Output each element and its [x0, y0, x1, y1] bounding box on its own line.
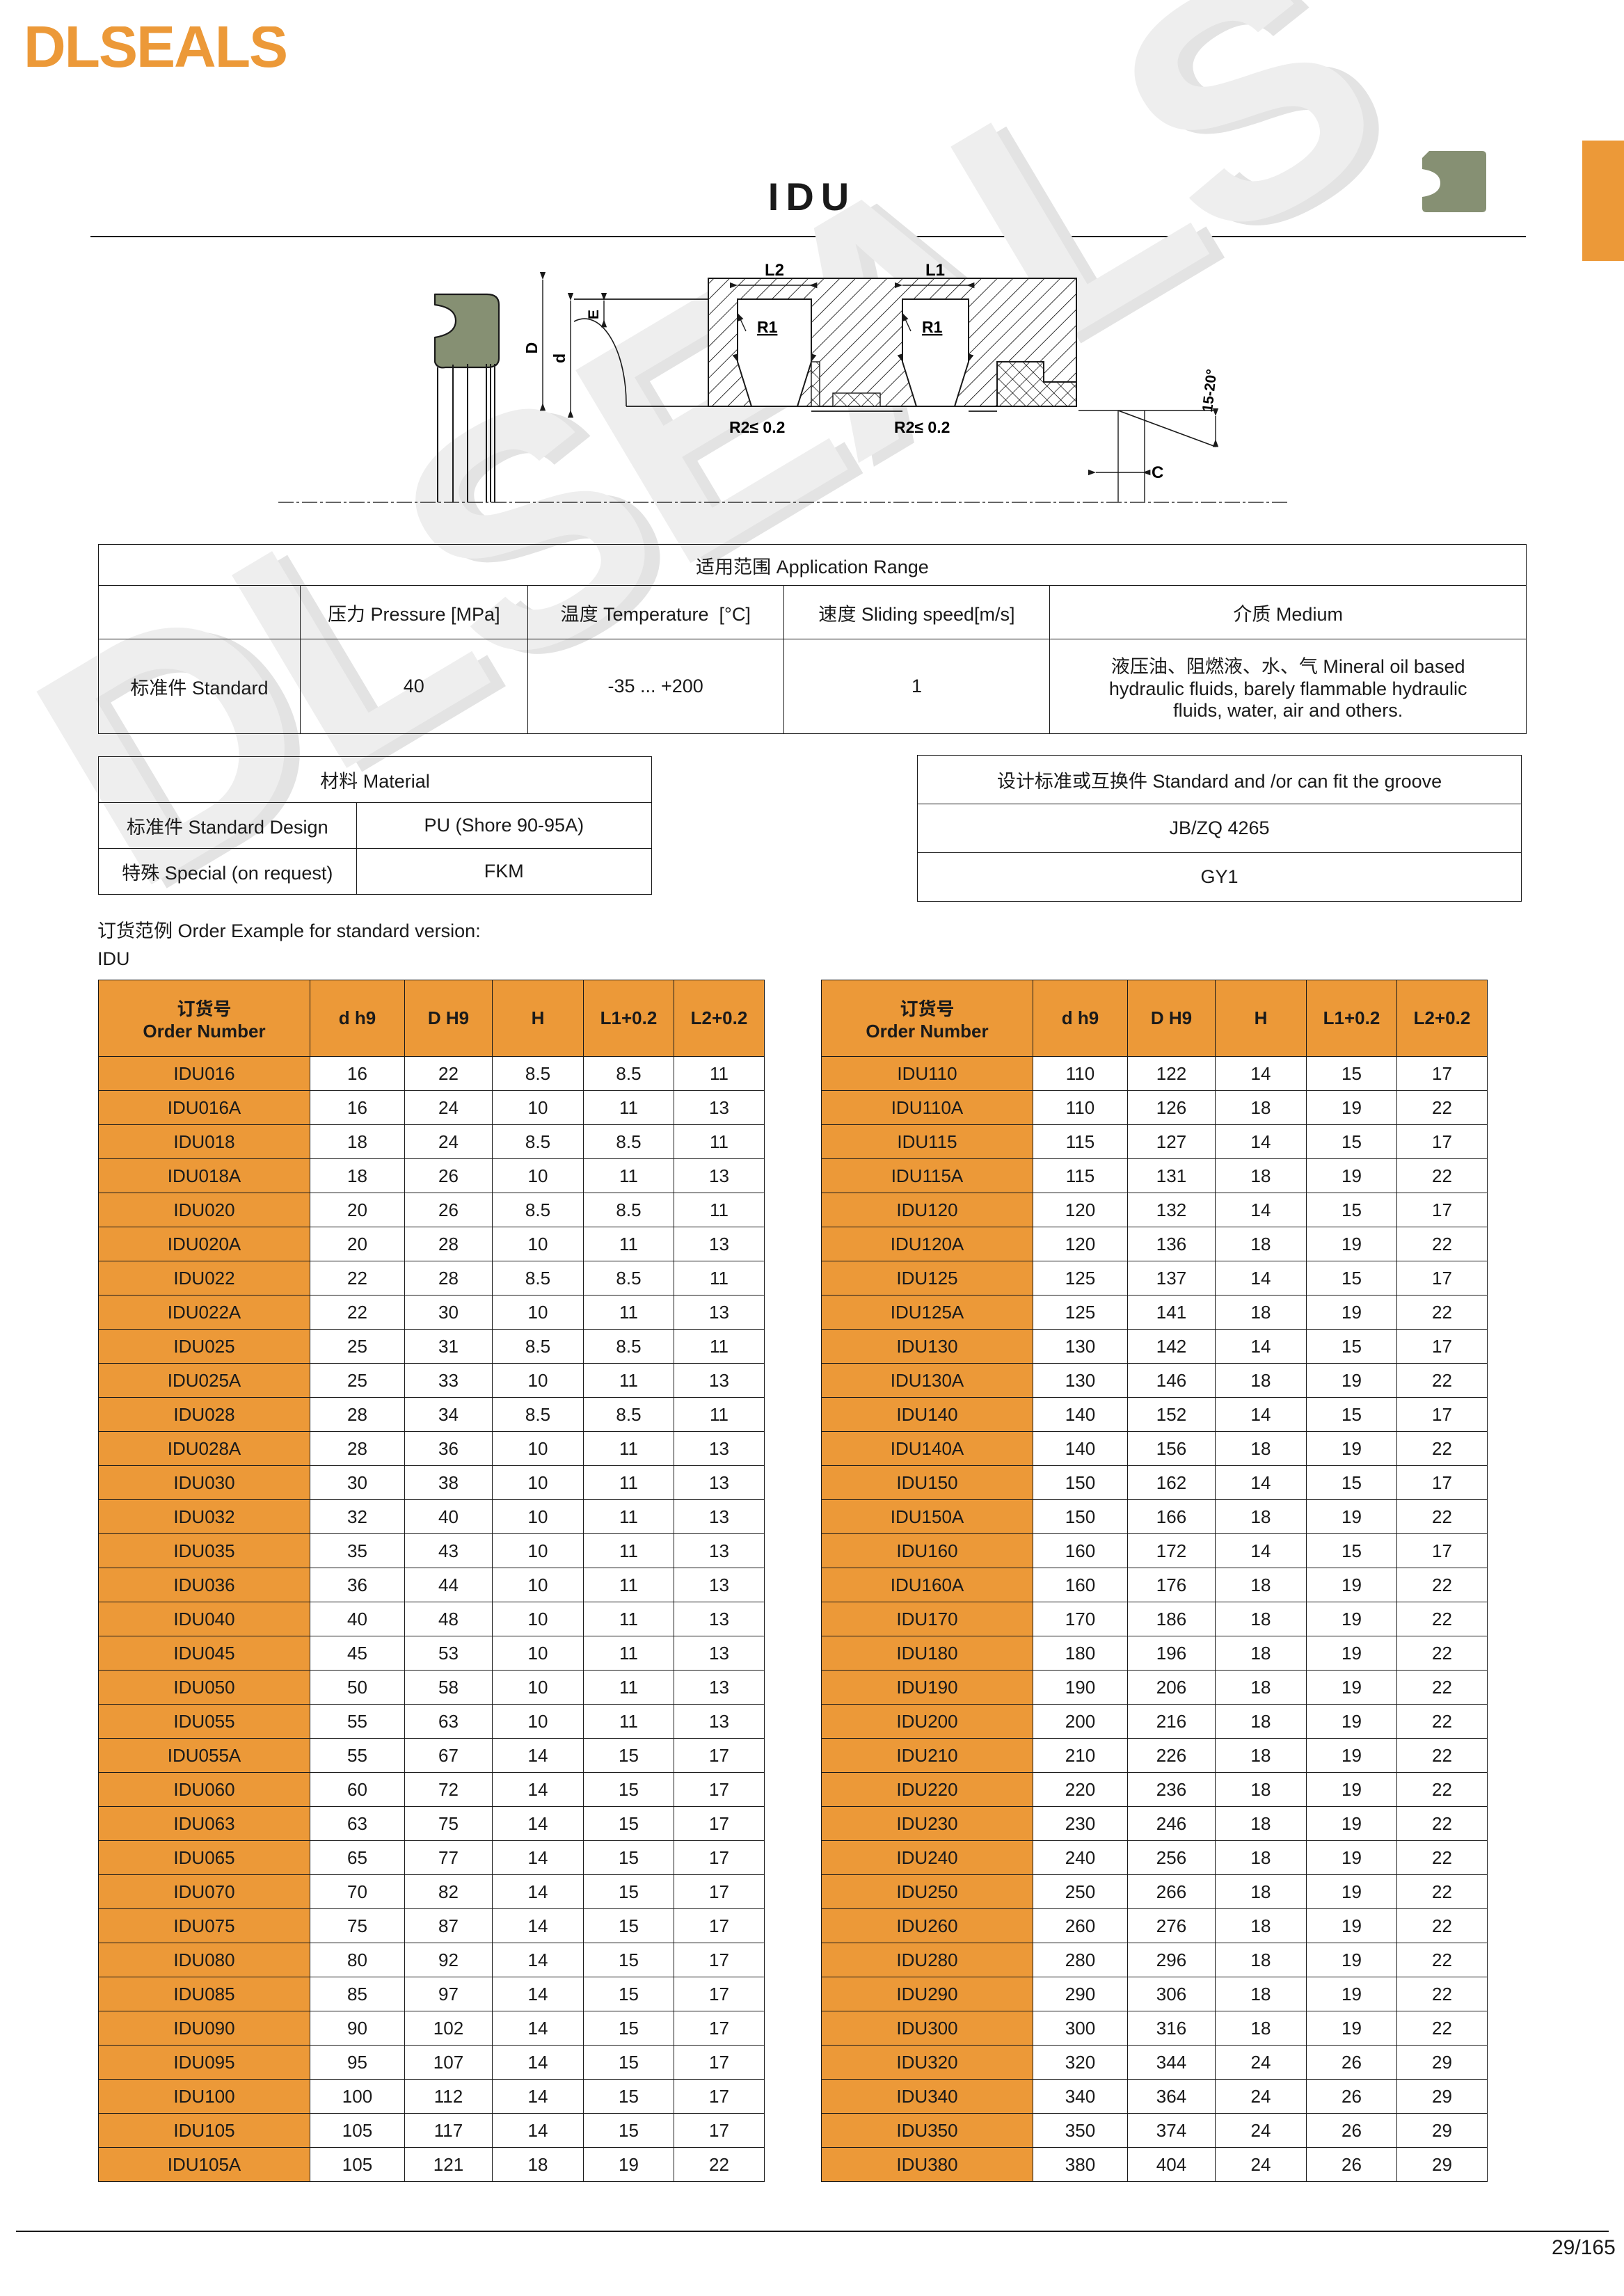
- svg-text:R1: R1: [922, 318, 943, 336]
- svg-text:C: C: [1152, 463, 1163, 482]
- svg-text:15-20°: 15-20°: [1200, 368, 1220, 413]
- svg-text:d: d: [550, 353, 568, 363]
- svg-text:E: E: [586, 310, 602, 319]
- svg-text:R2≤ 0.2: R2≤ 0.2: [729, 418, 785, 436]
- svg-text:R2≤ 0.2: R2≤ 0.2: [894, 418, 950, 436]
- svg-text:R1: R1: [757, 318, 778, 336]
- svg-text:L1: L1: [925, 261, 945, 280]
- svg-text:D: D: [523, 342, 541, 354]
- svg-text:L2: L2: [765, 261, 784, 280]
